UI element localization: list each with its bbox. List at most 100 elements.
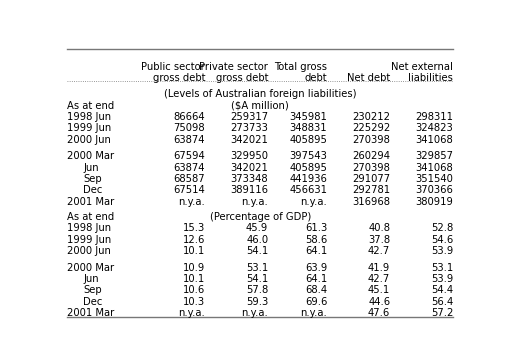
Text: 348831: 348831 [290,124,327,133]
Text: 42.7: 42.7 [368,246,390,256]
Text: 45.1: 45.1 [368,285,390,295]
Text: gross debt: gross debt [216,73,268,83]
Text: 2001 Mar: 2001 Mar [68,308,115,318]
Text: 1999 Jun: 1999 Jun [68,124,112,133]
Text: 342021: 342021 [230,135,268,145]
Text: 345981: 345981 [290,112,327,122]
Text: 2000 Mar: 2000 Mar [68,151,115,162]
Text: 10.1: 10.1 [183,246,205,256]
Text: 292781: 292781 [352,186,390,195]
Text: 341068: 341068 [416,135,453,145]
Text: 405895: 405895 [290,135,327,145]
Text: n.y.a.: n.y.a. [178,197,205,207]
Text: Jun: Jun [83,274,99,284]
Text: 12.6: 12.6 [183,235,205,245]
Text: 64.1: 64.1 [305,274,327,284]
Text: 54.1: 54.1 [246,246,268,256]
Text: Total gross: Total gross [274,62,327,72]
Text: 47.6: 47.6 [368,308,390,318]
Text: (Percentage of GDP): (Percentage of GDP) [210,212,311,222]
Text: 2000 Jun: 2000 Jun [68,135,111,145]
Text: 67594: 67594 [173,151,205,162]
Text: Dec: Dec [83,186,103,195]
Text: As at end: As at end [68,212,115,222]
Text: As at end: As at end [68,101,115,111]
Text: 341068: 341068 [416,163,453,173]
Text: 10.9: 10.9 [183,263,205,272]
Text: Private sector: Private sector [199,62,268,72]
Text: 10.6: 10.6 [183,285,205,295]
Text: 2000 Mar: 2000 Mar [68,263,115,272]
Text: 68587: 68587 [174,174,205,184]
Text: 69.6: 69.6 [305,296,327,307]
Text: 63874: 63874 [174,163,205,173]
Text: n.y.a.: n.y.a. [301,197,327,207]
Text: 230212: 230212 [352,112,390,122]
Text: 10.1: 10.1 [183,274,205,284]
Text: 270398: 270398 [353,163,390,173]
Text: 53.9: 53.9 [431,246,453,256]
Text: 397543: 397543 [290,151,327,162]
Text: Sep: Sep [83,285,102,295]
Text: 324823: 324823 [416,124,453,133]
Text: 63.9: 63.9 [305,263,327,272]
Text: 10.3: 10.3 [183,296,205,307]
Text: Sep: Sep [83,174,102,184]
Text: Jun: Jun [83,163,99,173]
Text: Net debt: Net debt [347,73,390,83]
Text: 389116: 389116 [230,186,268,195]
Text: 64.1: 64.1 [305,246,327,256]
Text: 329950: 329950 [230,151,268,162]
Text: 57.8: 57.8 [246,285,268,295]
Text: 42.7: 42.7 [368,274,390,284]
Text: liabilities: liabilities [408,73,453,83]
Text: 45.9: 45.9 [246,223,268,233]
Text: 40.8: 40.8 [368,223,390,233]
Text: ($A million): ($A million) [232,101,289,111]
Text: 260294: 260294 [352,151,390,162]
Text: (Levels of Australian foreign liabilities): (Levels of Australian foreign liabilitie… [164,89,357,100]
Text: 1998 Jun: 1998 Jun [68,223,112,233]
Text: 46.0: 46.0 [246,235,268,245]
Text: Dec: Dec [83,296,103,307]
Text: 54.4: 54.4 [431,285,453,295]
Text: 298311: 298311 [415,112,453,122]
Text: 44.6: 44.6 [368,296,390,307]
Text: 75098: 75098 [174,124,205,133]
Text: 53.9: 53.9 [431,274,453,284]
Text: 54.1: 54.1 [246,274,268,284]
Text: Net external: Net external [391,62,453,72]
Text: 52.8: 52.8 [431,223,453,233]
Text: 270398: 270398 [353,135,390,145]
Text: 316968: 316968 [352,197,390,207]
Text: 329857: 329857 [415,151,453,162]
Text: 1999 Jun: 1999 Jun [68,235,112,245]
Text: 405895: 405895 [290,163,327,173]
Text: 15.3: 15.3 [183,223,205,233]
Text: n.y.a.: n.y.a. [178,308,205,318]
Text: 61.3: 61.3 [305,223,327,233]
Text: 67514: 67514 [173,186,205,195]
Text: 2001 Mar: 2001 Mar [68,197,115,207]
Text: n.y.a.: n.y.a. [241,197,268,207]
Text: 225292: 225292 [352,124,390,133]
Text: 53.1: 53.1 [431,263,453,272]
Text: 57.2: 57.2 [431,308,453,318]
Text: 53.1: 53.1 [246,263,268,272]
Text: 1998 Jun: 1998 Jun [68,112,112,122]
Text: 2000 Jun: 2000 Jun [68,246,111,256]
Text: 56.4: 56.4 [431,296,453,307]
Text: 86664: 86664 [174,112,205,122]
Text: 456631: 456631 [289,186,327,195]
Text: 68.4: 68.4 [305,285,327,295]
Text: n.y.a.: n.y.a. [241,308,268,318]
Text: 59.3: 59.3 [246,296,268,307]
Text: 351540: 351540 [416,174,453,184]
Text: 342021: 342021 [230,163,268,173]
Text: 259317: 259317 [230,112,268,122]
Text: debt: debt [305,73,327,83]
Text: 58.6: 58.6 [305,235,327,245]
Text: 54.6: 54.6 [431,235,453,245]
Text: gross debt: gross debt [153,73,205,83]
Text: 273733: 273733 [230,124,268,133]
